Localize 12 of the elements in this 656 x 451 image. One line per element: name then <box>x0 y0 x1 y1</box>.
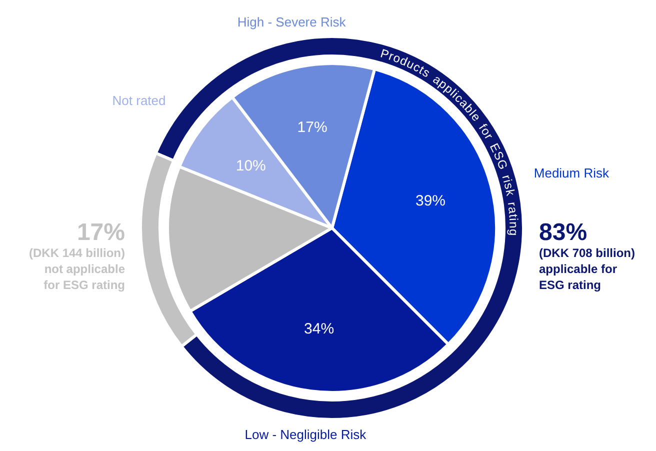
slice-label: High - Severe Risk <box>237 14 346 30</box>
data-label: 34% <box>304 320 334 338</box>
data-label: 17% <box>76 219 125 246</box>
text: (DKK 708 billion) applicable for ESG rating <box>539 246 636 292</box>
slice-label: Not rated <box>112 92 166 108</box>
data-label: 17% <box>297 119 328 136</box>
data-label: 39% <box>416 192 446 210</box>
text: (DKK 144 billion) not applicable for ESG rating <box>28 246 126 292</box>
slice-label: Low - Negligible Risk <box>244 426 367 442</box>
data-label: 10% <box>236 157 266 174</box>
slice-label: Medium Risk <box>534 165 610 180</box>
data-label: 83% <box>539 219 588 246</box>
